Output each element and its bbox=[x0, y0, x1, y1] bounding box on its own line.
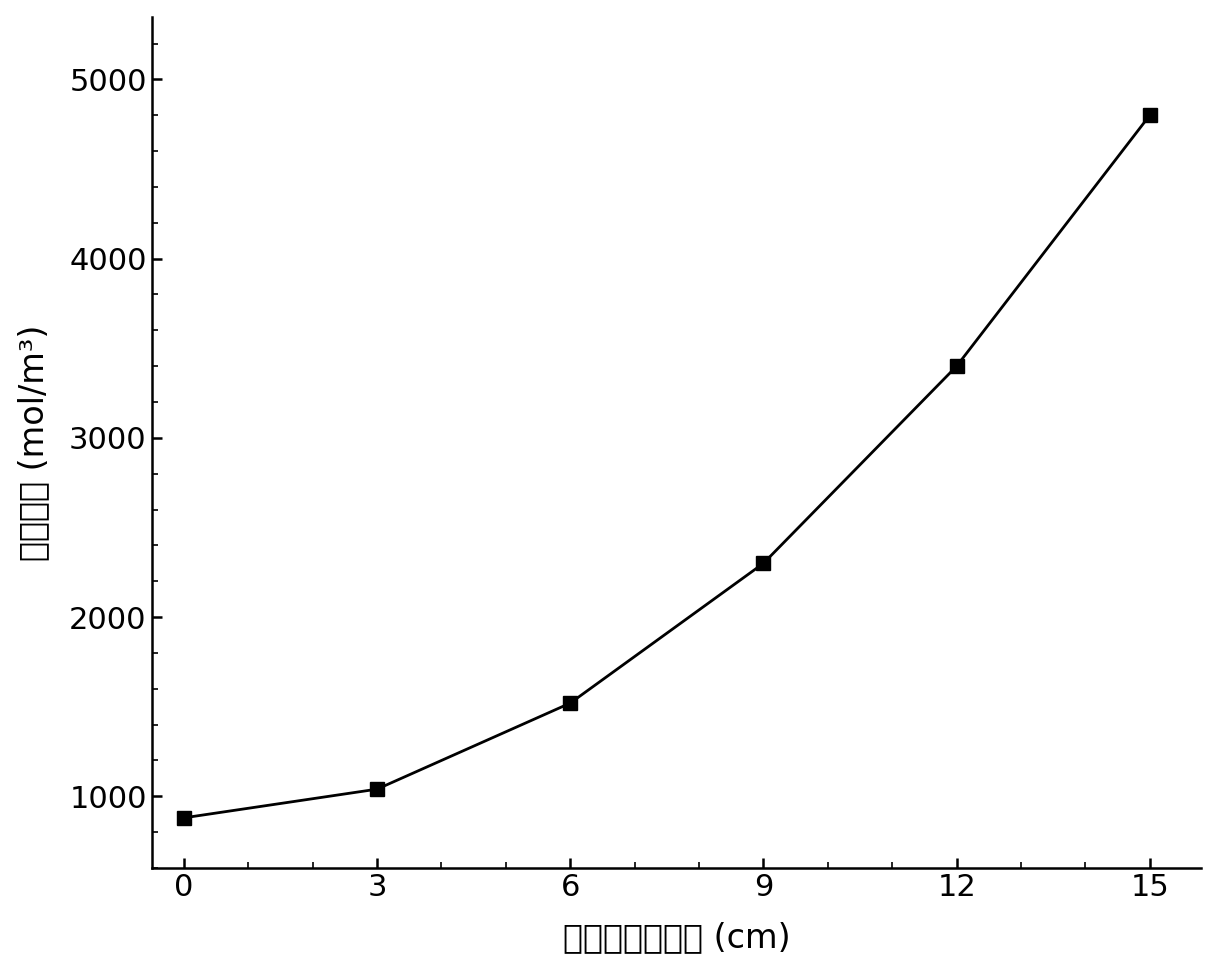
X-axis label: 距岩心中点距离 (cm): 距岩心中点距离 (cm) bbox=[563, 921, 790, 954]
Y-axis label: 实测浓度 (mol/m³): 实测浓度 (mol/m³) bbox=[17, 324, 50, 560]
